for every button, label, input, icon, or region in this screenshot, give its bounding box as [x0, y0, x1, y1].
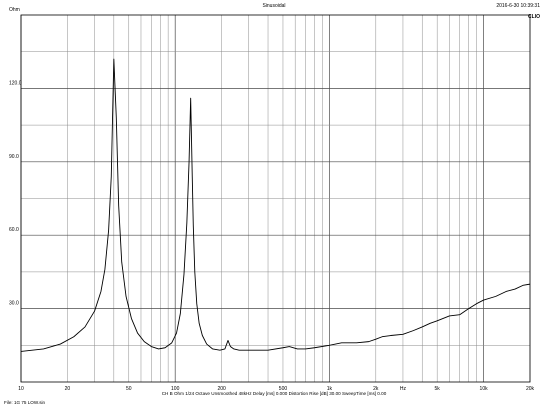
x-tick-label: 20k: [526, 386, 535, 392]
y-tick-label: 120.0: [9, 80, 22, 86]
y-tick-label: 90.0: [9, 154, 19, 160]
x-tick-label: 10k: [480, 386, 489, 392]
x-tick-label: 200: [217, 386, 226, 392]
y-tick-label: 60.0: [9, 227, 19, 233]
x-tick-label: Hz: [400, 386, 407, 392]
x-tick-label: 5k: [435, 386, 441, 392]
y-tick-label: 30.0: [9, 301, 19, 307]
timestamp: 2016-6-30 10:39:31: [496, 3, 540, 9]
file-name: File: 1G 75 LOW.sin: [4, 400, 46, 405]
x-tick-label: 10: [18, 386, 24, 392]
x-tick-label: 1k: [327, 386, 333, 392]
plot-frame: [20, 14, 531, 383]
impedance-series-line: [20, 58, 531, 352]
x-tick-label: 100: [171, 386, 180, 392]
chart-title: Sinusoidal: [262, 3, 286, 9]
x-tick-label: 20: [65, 386, 71, 392]
measurement-settings: CH B Ohm 1/24 Octave Unsmoothed 48kHz De…: [161, 391, 387, 396]
brand-logo-text: CLIO: [528, 14, 540, 20]
x-tick-label: 500: [279, 386, 288, 392]
x-tick-label: 2k: [373, 386, 379, 392]
x-tick-label: 50: [126, 386, 132, 392]
y-tick-label: Ohm: [9, 7, 20, 13]
